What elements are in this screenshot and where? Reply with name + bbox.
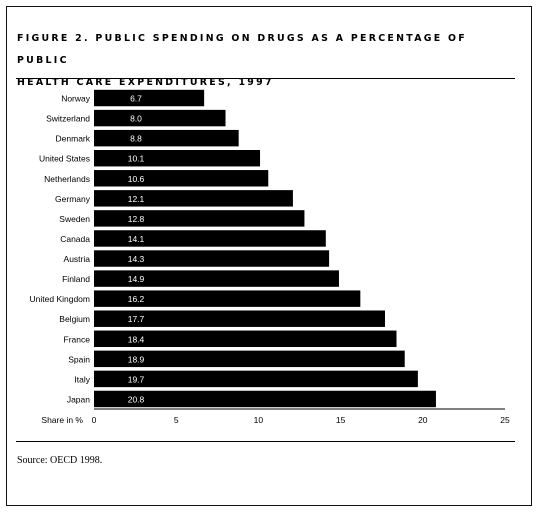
- category-label-italy: Italy: [74, 374, 90, 384]
- value-label-finland: 14.9: [128, 274, 145, 284]
- category-label-belgium: Belgium: [59, 314, 90, 324]
- x-tick-label-15: 15: [336, 415, 346, 425]
- category-label-austria: Austria: [64, 254, 91, 264]
- value-label-austria: 14.3: [128, 254, 145, 264]
- bar-switzerland: [94, 109, 226, 127]
- value-label-belgium: 17.7: [128, 314, 145, 324]
- x-tick-label-25: 25: [500, 415, 510, 425]
- bar-netherlands: [94, 170, 269, 187]
- category-label-japan: Japan: [67, 394, 90, 404]
- bar-united-states: [94, 149, 261, 167]
- value-label-united-states: 10.1: [128, 154, 145, 164]
- source-rule: [16, 441, 515, 442]
- bar-canada: [94, 230, 326, 247]
- category-label-united-kingdom: United Kingdom: [30, 294, 90, 304]
- bar-france: [94, 330, 397, 348]
- category-label-switzerland: Switzerland: [46, 114, 90, 124]
- value-label-norway: 6.7: [130, 94, 142, 104]
- x-tick-label-10: 10: [254, 415, 264, 425]
- title-rule: [16, 78, 515, 79]
- bar-denmark: [94, 129, 239, 147]
- value-label-united-kingdom: 16.2: [128, 294, 145, 304]
- category-label-spain: Spain: [68, 354, 90, 364]
- value-label-france: 18.4: [128, 334, 145, 344]
- category-label-denmark: Denmark: [56, 134, 91, 144]
- category-label-france: France: [64, 334, 91, 344]
- bar-finland: [94, 270, 339, 287]
- chart-title-line-2: HEALTH CARE EXPENDITURES, 1997: [17, 77, 274, 88]
- value-label-switzerland: 8.0: [130, 114, 142, 124]
- bar-united-kingdom: [94, 290, 361, 307]
- value-label-spain: 18.9: [128, 354, 145, 364]
- x-axis-title: Share in %: [41, 415, 83, 425]
- category-label-norway: Norway: [61, 94, 91, 104]
- category-label-netherlands: Netherlands: [44, 174, 90, 184]
- bar-norway: [94, 89, 205, 107]
- x-tick-label-5: 5: [174, 415, 179, 425]
- category-label-germany: Germany: [55, 194, 91, 204]
- source-note: Source: OECD 1998.: [17, 455, 103, 466]
- value-label-germany: 12.1: [128, 194, 145, 204]
- value-label-italy: 19.7: [128, 374, 145, 384]
- bar-italy: [94, 370, 418, 388]
- bar-germany: [94, 190, 293, 207]
- chart-title: FIGURE 2. PUBLIC SPENDING ON DRUGS AS A …: [17, 28, 497, 94]
- category-label-finland: Finland: [62, 274, 90, 284]
- category-label-united-states: United States: [39, 154, 90, 164]
- bar-sweden: [94, 210, 305, 227]
- chart-title-line-1: FIGURE 2. PUBLIC SPENDING ON DRUGS AS A …: [17, 33, 467, 66]
- value-label-canada: 14.1: [128, 234, 145, 244]
- category-label-canada: Canada: [60, 234, 90, 244]
- bar-japan: [94, 390, 436, 408]
- x-tick-label-20: 20: [418, 415, 428, 425]
- bar-austria: [94, 250, 330, 267]
- value-label-japan: 20.8: [128, 394, 145, 404]
- value-label-denmark: 8.8: [130, 134, 142, 144]
- value-label-sweden: 12.8: [128, 214, 145, 224]
- x-tick-label-0: 0: [92, 415, 97, 425]
- category-label-sweden: Sweden: [59, 214, 90, 224]
- bar-belgium: [94, 310, 385, 327]
- bar-spain: [94, 350, 405, 368]
- value-label-netherlands: 10.6: [128, 174, 145, 184]
